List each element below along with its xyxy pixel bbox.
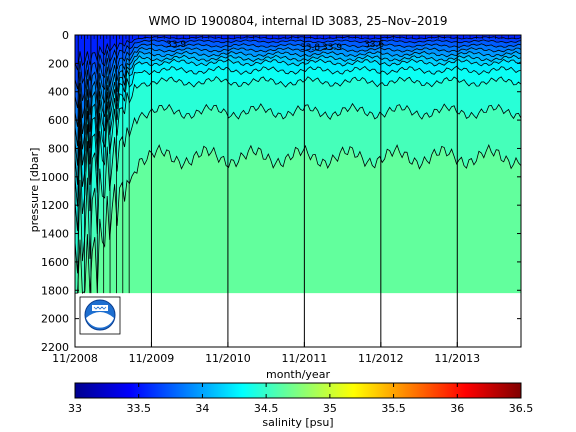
contour-line [75,54,521,166]
x-tick-label: 11/2009 [129,352,175,365]
colorbar-tick-label: 36 [450,402,464,415]
x-tick-label: 11/2011 [282,352,328,365]
y-tick-label: 2000 [41,313,69,326]
noaa-logo [79,296,121,335]
contour-line [75,51,521,147]
x-axis-title: month/year [266,368,330,381]
salinity-band [75,66,521,231]
y-tick-label: 0 [62,29,69,42]
colorbar-title: salinity [psu] [262,416,333,429]
colorbar-tick-label: 36.5 [509,402,534,415]
colorbar: 33 33.5 34 34.5 35 35.5 36 36.5 salinity [psu] [68,382,533,429]
contour-line [75,65,521,207]
y-tick-label: 1200 [41,199,69,212]
contour-label: 33.9 [166,40,186,50]
x-tick-label: 11/2012 [358,352,404,365]
x-tick-label: 11/2010 [205,352,251,365]
colorbar-tick-label: 34 [195,402,209,415]
y-axis-title: pressure [dbar] [28,148,41,233]
y-tick-label: 1400 [41,228,69,241]
x-tick-label: 11/2008 [52,352,98,365]
contour-label: 33.6 [364,40,384,50]
salinity-band [75,103,521,294]
y-tick-label: 600 [48,114,69,127]
contour-line [75,47,521,127]
y-tick-label: 2200 [41,341,69,354]
y-tick-label: 200 [48,57,69,70]
colorbar-tick-label: 34.5 [254,402,279,415]
x-axis: 11/2008 11/2009 11/2010 11/2011 11/2012 11/20… [52,35,522,365]
y-tick-label: 400 [48,86,69,99]
colorbar-ticks: 33 33.5 34 34.5 35 35.5 36 36.5 [68,383,533,415]
salinity-band [75,145,521,294]
y-tick-label: 800 [48,142,69,155]
chart-title: WMO ID 1900804, internal ID 3083, 25–Nov… [149,14,448,28]
profile-lines [77,35,458,347]
contour-label: 33.9 [322,43,342,53]
contour-line [75,76,521,231]
contour-line [75,39,521,90]
contour-line [75,58,521,185]
y-tick-label: 1000 [41,171,69,184]
y-axis: 0 200 400 600 800 1000 1200 1400 1600 1800 2000 220… [41,29,521,354]
colorbar-tick-label: 33.5 [126,402,151,415]
colorbar-tick-label: 35 [323,402,337,415]
plot-area: 33.9 33.8 33.9 33.6 0 200 400 600 800 1000 120… [28,29,522,381]
colorbar-tick-label: 33 [68,402,82,415]
y-tick-label: 1600 [41,256,69,269]
colorbar-gradient [74,382,522,399]
contour-line [75,102,521,274]
contour-line [75,43,521,109]
salinity-field [75,35,521,294]
y-tick-label: 1800 [41,284,69,297]
colorbar-tick-label: 35.5 [381,402,406,415]
salinity-band [75,76,521,274]
contour-label: 33.8 [300,43,320,53]
contour-line [75,144,521,294]
x-tick-label: 11/2013 [434,352,480,365]
